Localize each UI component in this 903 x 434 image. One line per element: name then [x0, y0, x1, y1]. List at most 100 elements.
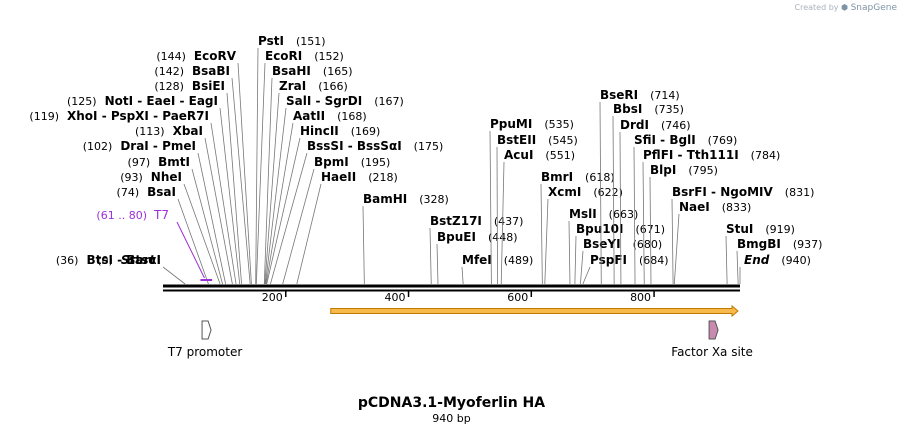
- enzyme-name: BmrI: [541, 170, 573, 184]
- enzyme-site-haeii: HaeII (218): [296, 170, 398, 285]
- plasmid-title: pCDNA3.1-Myoferlin HA: [357, 395, 546, 411]
- enzyme-name: SfiI - BglI: [634, 133, 696, 147]
- marker-end-name: End: [744, 253, 770, 267]
- enzyme-cut-line: [282, 168, 315, 285]
- enzyme-site-bmri: BmrI (618): [540, 170, 615, 285]
- enzyme-cut-line: [568, 220, 571, 285]
- enzyme-cut-line: [540, 183, 543, 285]
- enzyme-name: HincII: [300, 124, 339, 138]
- enzyme-name: PspFI: [590, 253, 627, 267]
- enzyme-name: BseYI: [583, 237, 621, 251]
- enzyme-cut-line: [436, 243, 439, 285]
- enzyme-name: BamHI: [363, 192, 407, 206]
- enzyme-name: BstZ17I: [430, 214, 482, 228]
- enzyme-name: BsaI: [147, 185, 176, 199]
- enzyme-site-sali-sgrdi: SalI - SgrDI (167): [265, 94, 404, 285]
- enzyme-name: BssSI - BssSαI: [307, 139, 402, 153]
- enzyme-name: MslI: [569, 207, 597, 221]
- enzyme-name: XcmI: [548, 185, 581, 199]
- enzyme-site-zrai: ZraI (166): [264, 79, 348, 285]
- enzyme-position: (142): [154, 65, 184, 78]
- enzyme-cut-line: [162, 266, 186, 285]
- enzyme-site-bseri: BseRI (714): [599, 88, 680, 285]
- enzyme-site-msli: MslI (663): [568, 207, 638, 285]
- marker-start-position: (0): [97, 254, 113, 267]
- enzyme-name: AatII: [293, 109, 325, 123]
- enzyme-name: PstI: [258, 34, 284, 48]
- enzyme-site-blpi: BlpI (795): [649, 163, 718, 285]
- enzyme-site-pflfi-tth111i: PflFI - Tth111I (784): [642, 148, 780, 285]
- enzyme-position: (448): [488, 231, 518, 244]
- enzyme-position: (102): [83, 140, 113, 153]
- enzyme-name: BpmI: [314, 155, 349, 169]
- enzyme-position: (622): [593, 186, 623, 199]
- feature-t7-promoter-label: T7 promoter: [167, 345, 243, 359]
- primer-t7-name: T7: [153, 208, 169, 222]
- enzyme-cut-line: [266, 137, 301, 285]
- enzyme-name: EcoRI: [265, 49, 302, 63]
- enzyme-position: (919): [765, 223, 795, 236]
- enzyme-name: BstEII: [497, 133, 536, 147]
- enzyme-position: (165): [323, 65, 353, 78]
- enzyme-site-bsteii: BstEII (545): [496, 133, 578, 285]
- enzyme-position: (437): [494, 215, 524, 228]
- enzyme-cut-line: [496, 146, 498, 285]
- enzyme-name: PpuMI: [490, 117, 532, 131]
- enzyme-cut-line: [210, 122, 237, 285]
- enzyme-name: ZraI: [279, 79, 306, 93]
- axis-tick-label: 200: [262, 291, 283, 304]
- enzyme-position: (684): [639, 254, 669, 267]
- enzyme-site-ecori: EcoRI (152): [255, 49, 344, 285]
- enzyme-site-bmgbi: BmgBI (937): [736, 237, 822, 285]
- snapgene-logo-icon: ⬢: [841, 3, 849, 12]
- enzyme-position: (125): [67, 95, 97, 108]
- enzyme-name: NheI: [151, 170, 182, 184]
- enzyme-position: (769): [708, 134, 738, 147]
- enzyme-site-stui: StuI (919): [725, 222, 795, 285]
- primer-t7-leader: [176, 221, 205, 279]
- enzyme-site-pspfi: PspFI (684): [582, 253, 669, 285]
- enzyme-name: BsiEI: [192, 79, 225, 93]
- enzyme-cut-line: [219, 107, 241, 285]
- enzyme-cut-line: [231, 77, 251, 285]
- axis-tick-label: 400: [385, 291, 406, 304]
- enzyme-position: (833): [722, 201, 752, 214]
- enzyme-position: (545): [548, 134, 578, 147]
- enzyme-position: (489): [504, 254, 534, 267]
- enzyme-position: (735): [654, 103, 684, 116]
- enzyme-site-naei: NaeI (833): [673, 200, 752, 285]
- enzyme-name: XhoI - PspXI - PaeR7I: [67, 109, 209, 123]
- enzyme-name: MfeI: [462, 253, 492, 267]
- enzyme-position: (144): [156, 50, 186, 63]
- enzyme-cut-line: [265, 107, 287, 285]
- enzyme-cut-line: [642, 161, 645, 285]
- enzyme-site-bsiei: BsiEI (128): [154, 79, 242, 285]
- enzyme-name: SalI - SgrDI: [286, 94, 362, 108]
- enzyme-name: BtsI - BtsαI: [86, 253, 161, 267]
- enzyme-position: (128): [154, 80, 184, 93]
- enzyme-cut-line: [461, 266, 464, 285]
- enzyme-cut-line: [204, 137, 233, 285]
- enzyme-name: BlpI: [650, 163, 676, 177]
- feature-factor-xa-site-label: Factor Xa site: [671, 345, 753, 359]
- enzyme-cut-line: [362, 205, 365, 285]
- enzyme-position: (169): [351, 125, 381, 138]
- enzyme-cut-line: [265, 122, 294, 285]
- snapgene-credit: Created by ⬢ SnapGene: [795, 3, 898, 13]
- enzyme-position: (831): [785, 186, 815, 199]
- enzyme-site-btsi-bts-i: BtsI - BtsαI (36): [56, 253, 186, 285]
- enzyme-cut-line: [580, 250, 584, 285]
- feature-factor-xa-site-icon: [708, 320, 719, 340]
- enzyme-name: DrdI: [620, 118, 649, 132]
- enzyme-site-aatii: AatII (168): [265, 109, 367, 285]
- enzyme-site-bstz17i: BstZ17I (437): [429, 214, 524, 285]
- enzyme-name: HaeII: [321, 170, 356, 184]
- enzyme-cut-line: [270, 152, 308, 285]
- enzyme-name: NotI - EaeI - EagI: [105, 94, 218, 108]
- enzyme-position: (680): [633, 238, 663, 251]
- enzyme-site-bpuei: BpuEI (448): [436, 230, 518, 285]
- enzyme-site-mfei: MfeI (489): [461, 253, 534, 285]
- enzyme-name: BmgBI: [737, 237, 781, 251]
- orf-arrow: [330, 304, 739, 318]
